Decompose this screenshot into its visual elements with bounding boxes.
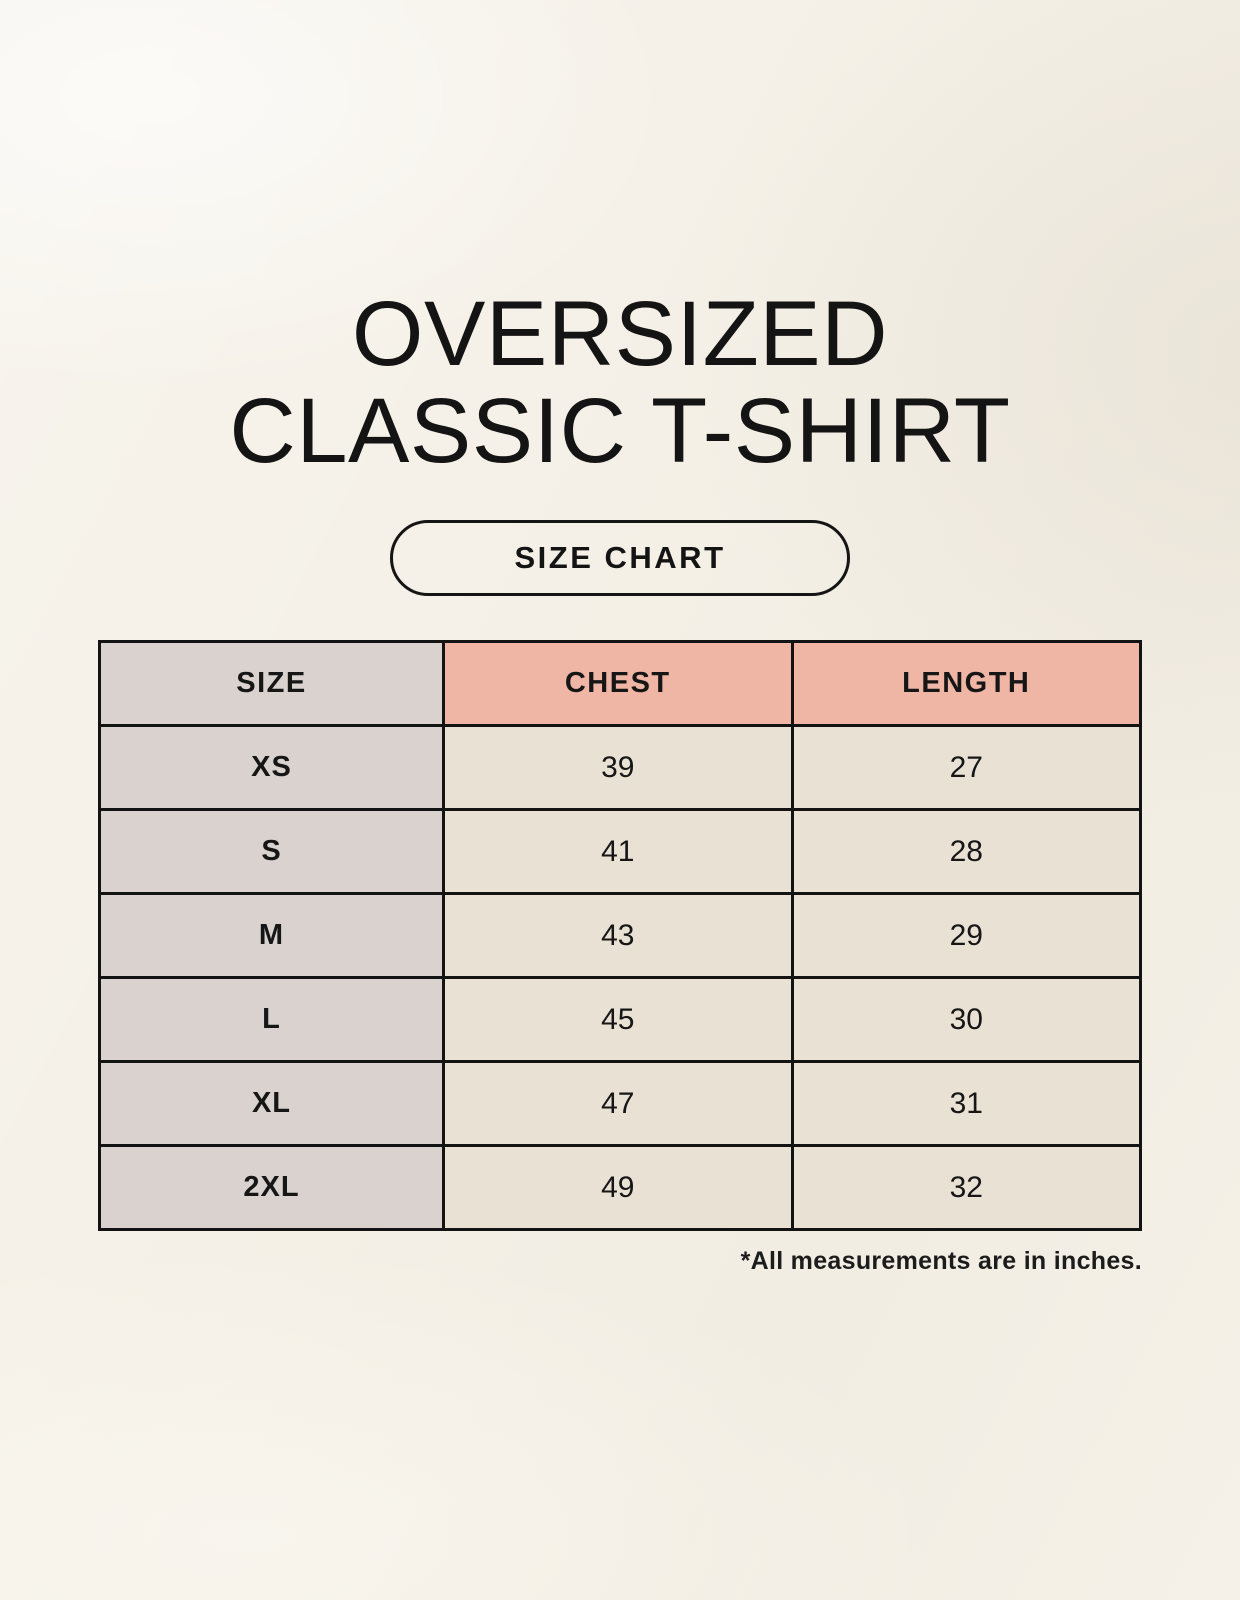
table-row: M 43 29 [98,892,1142,979]
table-row: XS 39 27 [98,724,1142,811]
length-cell: 32 [790,1144,1142,1231]
table-header-row: SIZE CHEST LENGTH [98,640,1142,727]
table-row: 2XL 49 32 [98,1144,1142,1231]
size-cell: S [98,808,445,895]
length-cell: 27 [790,724,1142,811]
chest-cell: 41 [442,808,794,895]
chest-cell: 49 [442,1144,794,1231]
table-row: XL 47 31 [98,1060,1142,1147]
length-cell: 29 [790,892,1142,979]
measurements-footnote: *All measurements are in inches. [740,1247,1142,1275]
size-chart-badge[interactable]: SIZE CHART [390,520,850,596]
chest-cell: 47 [442,1060,794,1147]
size-cell: XS [98,724,445,811]
chest-cell: 39 [442,724,794,811]
length-cell: 28 [790,808,1142,895]
product-title-line1: OVERSIZED [351,283,889,385]
size-cell: 2XL [98,1144,445,1231]
product-title: OVERSIZED CLASSIC T-SHIRT [0,286,1240,480]
product-title-line2: CLASSIC T-SHIRT [229,380,1011,482]
chest-cell: 45 [442,976,794,1063]
table-row: S 41 28 [98,808,1142,895]
size-cell: M [98,892,445,979]
size-cell: L [98,976,445,1063]
column-header-chest: CHEST [442,640,794,727]
column-header-length: LENGTH [790,640,1142,727]
table-row: L 45 30 [98,976,1142,1063]
column-header-size: SIZE [98,640,445,727]
length-cell: 31 [790,1060,1142,1147]
size-table: SIZE CHEST LENGTH XS 39 27 S 41 28 M 43 … [98,640,1142,1231]
length-cell: 30 [790,976,1142,1063]
size-cell: XL [98,1060,445,1147]
chest-cell: 43 [442,892,794,979]
